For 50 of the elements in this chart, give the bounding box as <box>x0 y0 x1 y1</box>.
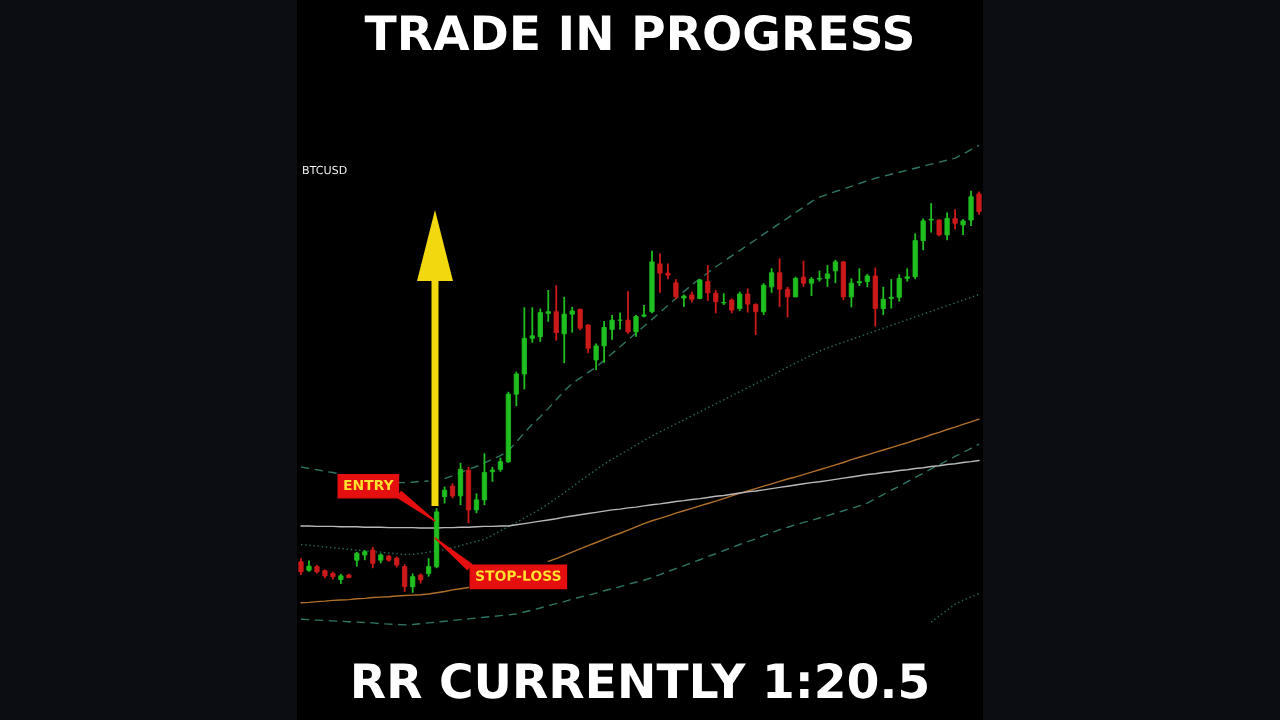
candlestick <box>673 278 679 301</box>
candlestick <box>745 287 751 314</box>
candlestick <box>721 292 727 306</box>
candlestick <box>800 259 807 288</box>
candlestick <box>904 267 910 283</box>
candlestick <box>569 306 575 334</box>
candlestick <box>776 257 783 308</box>
candlestick <box>944 211 950 242</box>
candlestick <box>561 295 567 365</box>
candlestick <box>784 285 791 319</box>
candlestick <box>473 492 480 515</box>
candlestick <box>370 546 376 570</box>
candlestick <box>402 563 408 593</box>
candlestick <box>713 289 719 315</box>
candlestick <box>705 264 711 302</box>
candlestick <box>625 290 631 335</box>
candlestick <box>808 276 815 297</box>
candlestick <box>832 258 839 285</box>
candlestick <box>952 208 958 231</box>
candlestick <box>513 370 519 408</box>
candlestick <box>920 217 926 252</box>
candlestick <box>633 314 639 338</box>
candlestick <box>601 320 607 364</box>
candlestick <box>968 189 974 228</box>
candlestick <box>657 252 663 294</box>
annotation: ENTRY <box>344 479 394 491</box>
candlestick <box>737 290 743 312</box>
candlestick <box>410 572 416 594</box>
candlestick <box>553 284 559 342</box>
candlestick <box>928 202 934 234</box>
chart-title: TRADE IN PROGRESS <box>364 14 913 51</box>
candlestick <box>824 264 831 288</box>
candlestick <box>792 275 799 299</box>
candlestick <box>769 267 775 294</box>
candlestick <box>545 289 551 323</box>
annotation: STOP-LOSS <box>476 570 561 581</box>
candlestick <box>888 278 894 310</box>
candlestick <box>856 267 862 287</box>
candlestick <box>593 342 599 371</box>
candlestick <box>753 302 759 336</box>
text: BTCUSD <box>303 165 347 175</box>
candlestick <box>880 285 886 316</box>
candlestick <box>529 306 535 344</box>
candlestick <box>426 557 432 578</box>
candlestick <box>848 277 854 309</box>
candlestick <box>976 190 982 216</box>
text: RR CURRENTLY 1:20.5 <box>354 662 927 699</box>
candlestick <box>896 273 902 303</box>
candlestick <box>609 314 615 341</box>
candlestick <box>585 323 591 355</box>
